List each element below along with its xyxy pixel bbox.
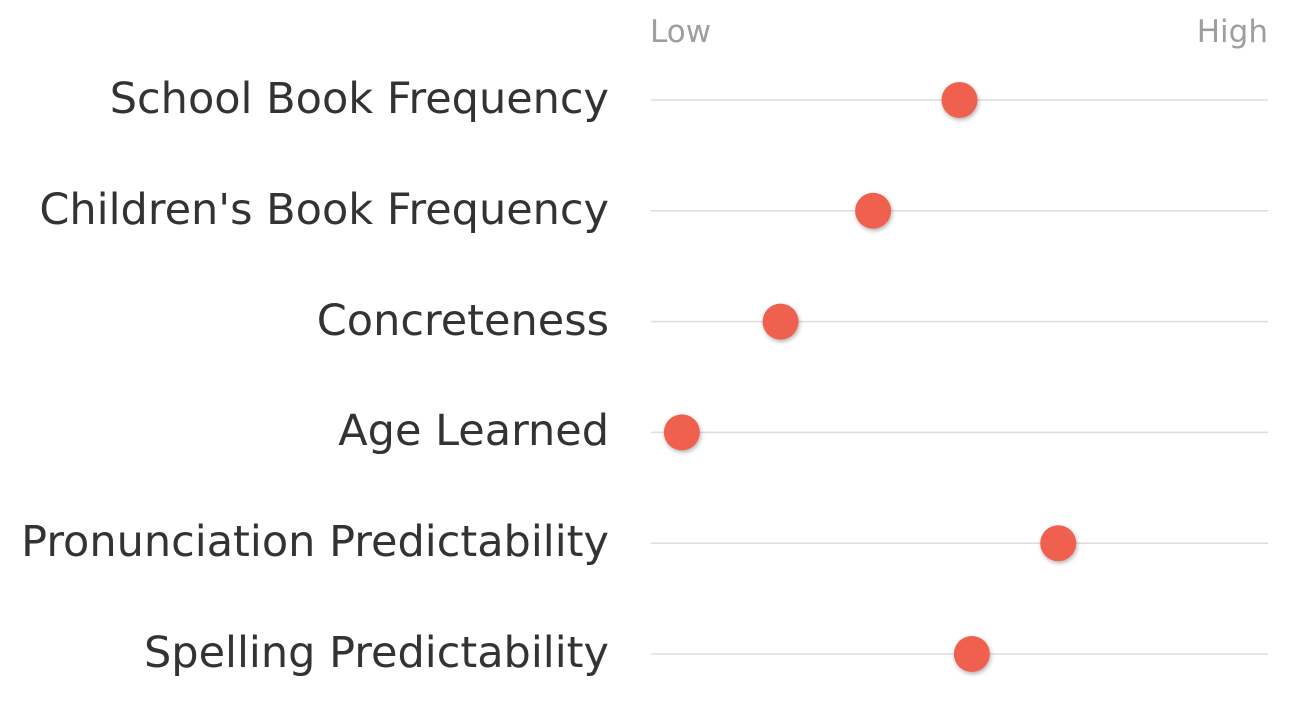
data-point <box>762 303 799 340</box>
category-label: Spelling Predictability <box>143 628 609 678</box>
data-point <box>1040 525 1077 562</box>
category-label: Pronunciation Predictability <box>21 517 609 568</box>
category-label: Children's Book Frequency <box>39 184 609 235</box>
data-point <box>953 636 990 672</box>
category-label: Age Learned <box>338 406 609 457</box>
data-point <box>663 414 700 451</box>
scale-low-label: Low <box>650 14 712 50</box>
data-point <box>941 82 978 118</box>
category-label: School Book Frequency <box>109 74 609 124</box>
scale-high-label: High <box>1196 14 1268 50</box>
data-point <box>855 192 892 229</box>
category-label: Concreteness <box>316 295 609 346</box>
